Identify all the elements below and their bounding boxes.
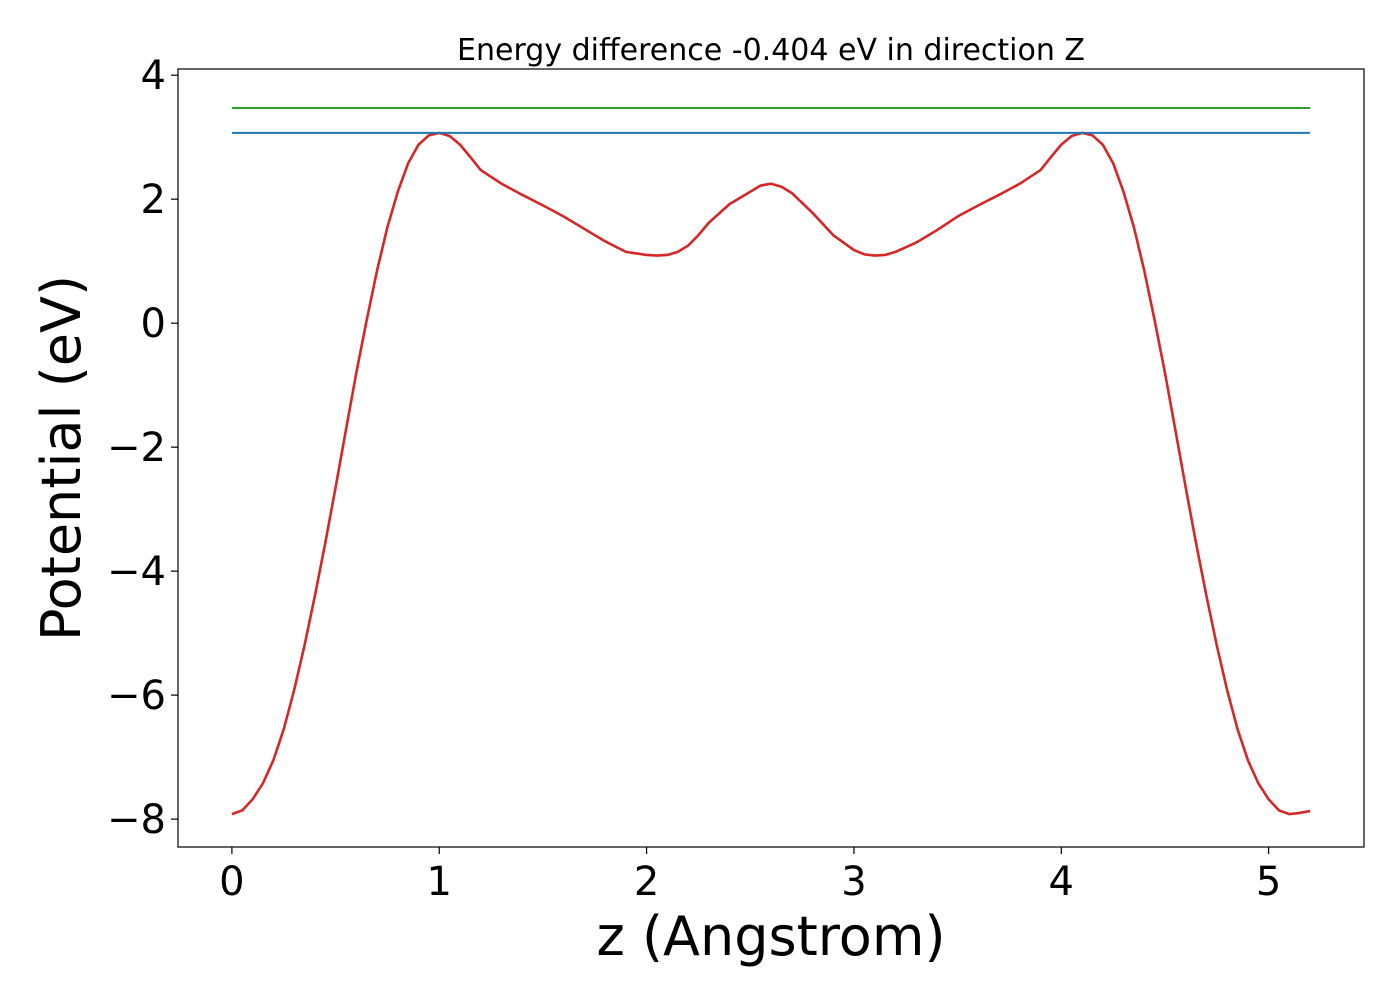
series-line-0 xyxy=(231,131,1311,816)
x-tick-label: 5 xyxy=(1256,859,1281,905)
x-axis: 0 1 2 3 4 5 xyxy=(219,847,1281,905)
plot-frame xyxy=(177,68,1365,848)
x-tick-label: 2 xyxy=(634,859,659,905)
x-tick-label: 1 xyxy=(427,859,452,905)
x-tick-label: 3 xyxy=(841,859,866,905)
x-axis-label: z (Angstrom) xyxy=(596,905,945,968)
y-tick-label: −4 xyxy=(107,549,166,595)
y-tick-label: 0 xyxy=(141,301,166,347)
y-tick-label: 2 xyxy=(141,177,166,223)
y-axis-label: Potential (eV) xyxy=(30,275,93,641)
y-tick-label: −2 xyxy=(107,425,166,471)
x-tick-label: 4 xyxy=(1049,859,1074,905)
y-tick-label: −8 xyxy=(107,797,166,843)
y-axis: −8 −6 −4 −2 0 2 4 xyxy=(107,53,178,843)
y-tick-label: 4 xyxy=(141,53,166,99)
plot-area xyxy=(177,68,1365,848)
y-tick-label: −6 xyxy=(107,673,166,719)
chart-title: Energy difference -0.404 eV in direction… xyxy=(457,33,1085,68)
x-tick-label: 0 xyxy=(219,859,244,905)
series-layer xyxy=(231,107,1311,816)
